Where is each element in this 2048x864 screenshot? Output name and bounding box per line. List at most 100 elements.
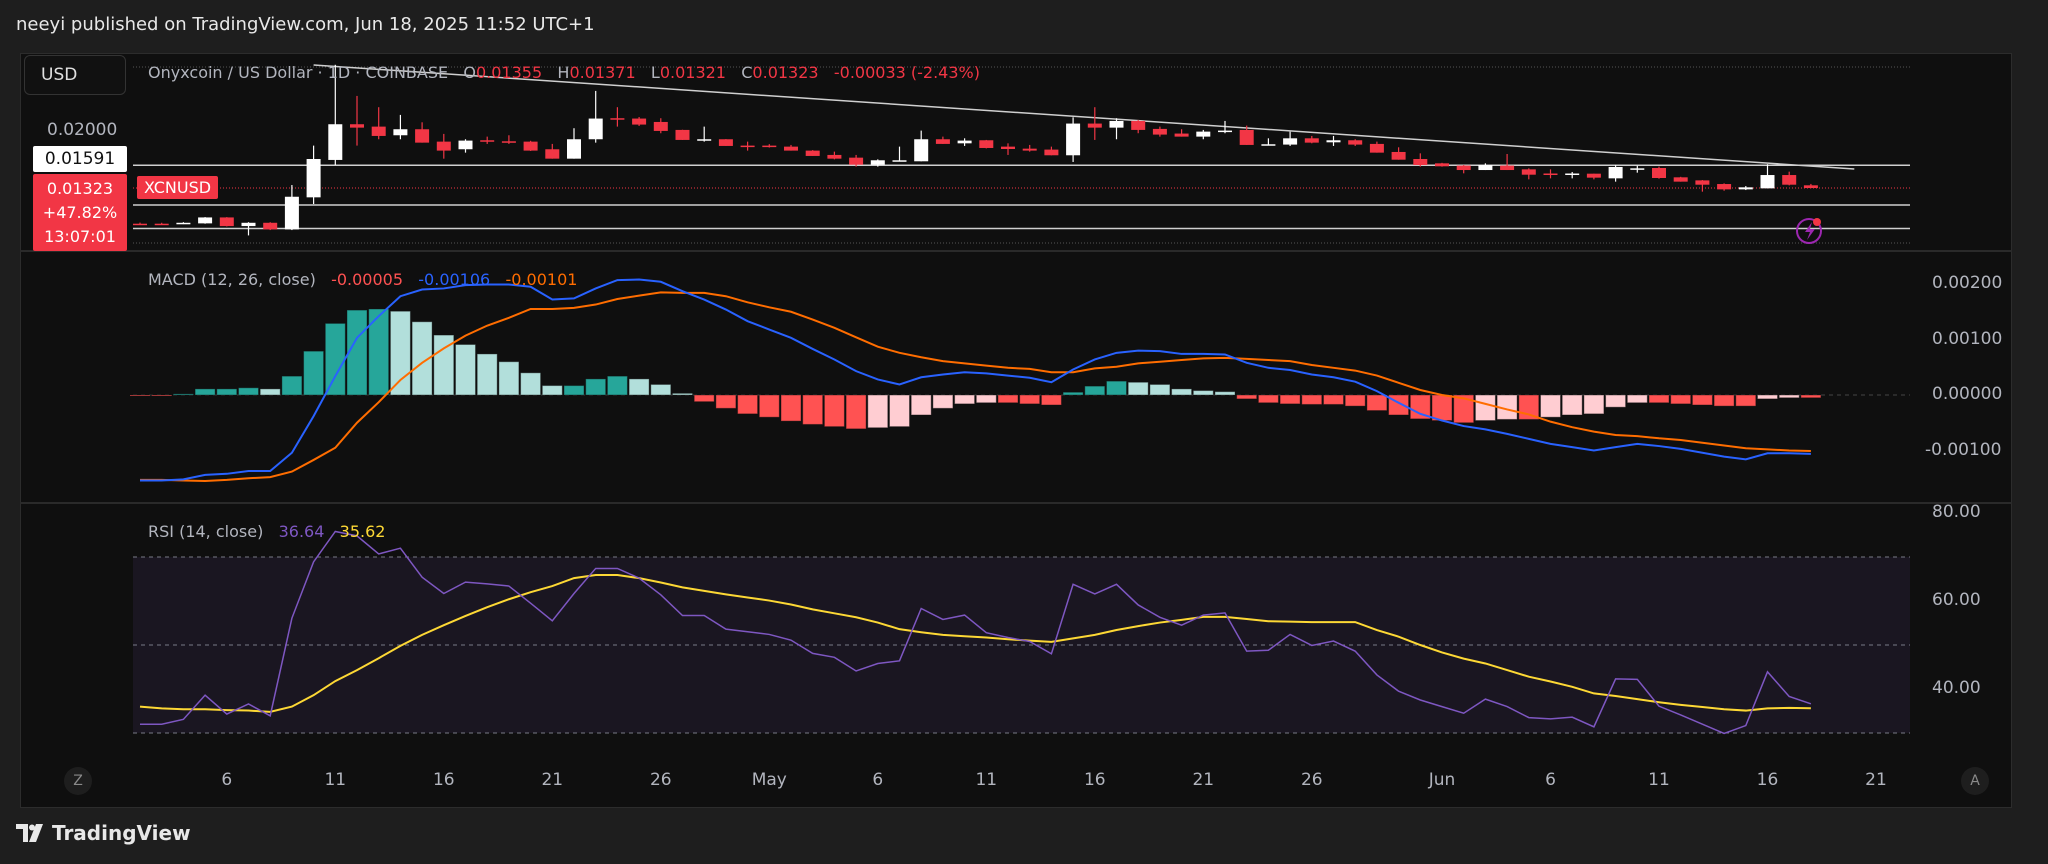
macd-hist-value: -0.00005 — [331, 270, 404, 289]
macd-histogram-bar — [910, 394, 932, 416]
candle-body — [1782, 175, 1797, 185]
macd-histogram-bar — [172, 393, 194, 396]
macd-histogram-bar — [563, 385, 585, 396]
open-value: 0.01355 — [475, 63, 543, 82]
time-axis-tick: 11 — [975, 770, 998, 790]
macd-histogram-bar — [303, 350, 325, 396]
time-axis-tick: 11 — [324, 770, 347, 790]
macd-histogram-bar — [1474, 394, 1496, 422]
close-label: C — [741, 63, 753, 82]
candle-body — [979, 140, 994, 148]
candle-body — [523, 141, 538, 151]
candle-body — [718, 139, 733, 146]
publish-info: neeyi published on TradingView.com, Jun … — [16, 14, 595, 35]
rsi-legend: RSI (14, close) 36.64 35.62 — [148, 522, 385, 541]
candle-body — [1261, 144, 1276, 146]
candle-body — [480, 140, 495, 142]
candle-body — [935, 139, 950, 144]
macd-histogram-bar — [932, 394, 954, 409]
candle-body — [957, 140, 972, 144]
currency-label: USD — [41, 65, 78, 85]
time-axis-tick: 16 — [1756, 770, 1779, 790]
candle-body — [1326, 140, 1341, 143]
macd-histogram-bar — [1453, 394, 1475, 424]
candle-body — [632, 118, 647, 125]
macd-histogram-bar — [867, 394, 889, 429]
macd-histogram-bar — [628, 378, 650, 396]
candle-body — [219, 217, 234, 227]
candle-body — [1760, 175, 1775, 189]
candle-body — [1456, 165, 1471, 171]
macd-histogram-bar — [1257, 394, 1279, 404]
ticker-label: XCNUSD — [143, 178, 212, 197]
candle-body — [371, 126, 386, 136]
macd-histogram-bar — [1605, 394, 1627, 408]
tradingview-logo-icon — [16, 824, 43, 842]
brand-name: TradingView — [52, 821, 191, 845]
candle-body — [697, 139, 712, 141]
timezone-button[interactable]: Z — [64, 767, 92, 795]
macd-histogram-bar — [1431, 394, 1453, 422]
macd-signal-line — [140, 291, 1811, 483]
close-value: 0.01323 — [752, 63, 819, 82]
candle-body — [133, 223, 147, 226]
candle-body — [1001, 146, 1015, 150]
macd-axis-tick: -0.00100 — [1925, 439, 2002, 460]
macd-histogram-bar — [1670, 394, 1692, 405]
rsi-value: 36.64 — [278, 522, 325, 541]
macd-histogram-bar — [1236, 394, 1258, 400]
currency-button[interactable]: USD — [24, 55, 126, 95]
macd-histogram-bar — [1344, 394, 1366, 407]
candle-body — [458, 140, 473, 150]
time-axis-tick: 26 — [1300, 770, 1323, 790]
candle-body — [1239, 129, 1254, 145]
macd-histogram-bar — [1713, 394, 1735, 407]
high-label: H — [557, 63, 570, 82]
a-label: A — [1970, 773, 1980, 789]
macd-line — [140, 278, 1811, 482]
candle-body — [328, 124, 343, 160]
macd-histogram-bar — [1192, 390, 1214, 396]
candle-body — [1695, 180, 1710, 185]
open-label: O — [463, 63, 476, 82]
macd-histogram-bar — [650, 383, 672, 396]
macd-histogram-bar — [194, 388, 216, 396]
macd-histogram-bar — [1561, 394, 1583, 416]
candle-body — [1109, 120, 1124, 128]
rsi-axis-tick: 60.00 — [1932, 590, 1981, 610]
macd-histogram-bar — [1019, 394, 1041, 405]
lightning-icon[interactable] — [1796, 218, 1822, 244]
time-axis-tick: 6 — [1545, 770, 1556, 790]
macd-histogram-bar — [1214, 391, 1236, 396]
macd-histogram-bar — [389, 310, 411, 396]
horizontal-line-price-label: 0.01591 — [33, 146, 127, 172]
tradingview-logo[interactable]: TradingView — [16, 821, 191, 845]
candle-body — [545, 149, 560, 159]
candle-body — [1738, 187, 1753, 190]
candle-body — [1413, 159, 1428, 166]
macd-histogram-bar — [1127, 381, 1149, 396]
candle-body — [892, 160, 907, 162]
symbol-title[interactable]: Onyxcoin / US Dollar · 1D · COINBASE — [148, 63, 449, 82]
macd-histogram-bar — [1691, 394, 1713, 406]
time-axis-tick: 21 — [541, 770, 564, 790]
candle-body — [740, 145, 755, 148]
macd-title[interactable]: MACD (12, 26, close) — [148, 270, 316, 289]
macd-histogram-bar — [1040, 394, 1062, 406]
candle-body — [1131, 120, 1146, 130]
time-axis-tick: 21 — [1865, 770, 1887, 790]
macd-legend: MACD (12, 26, close) -0.00005 -0.00106 -… — [148, 270, 577, 289]
macd-histogram-bar — [845, 394, 867, 430]
price-legend: Onyxcoin / US Dollar · 1D · COINBASE O0.… — [148, 63, 980, 82]
bar-countdown: 13:07:01 — [44, 227, 116, 247]
macd-histogram-bar — [1626, 394, 1648, 404]
macd-histogram-bar — [672, 392, 693, 396]
rsi-title[interactable]: RSI (14, close) — [148, 522, 264, 541]
macd-histogram-bar — [216, 388, 238, 396]
candle-body — [1500, 165, 1515, 171]
auto-scale-button[interactable]: A — [1961, 767, 1989, 795]
macd-histogram-bar — [433, 334, 455, 396]
macd-histogram-bar — [737, 394, 759, 415]
